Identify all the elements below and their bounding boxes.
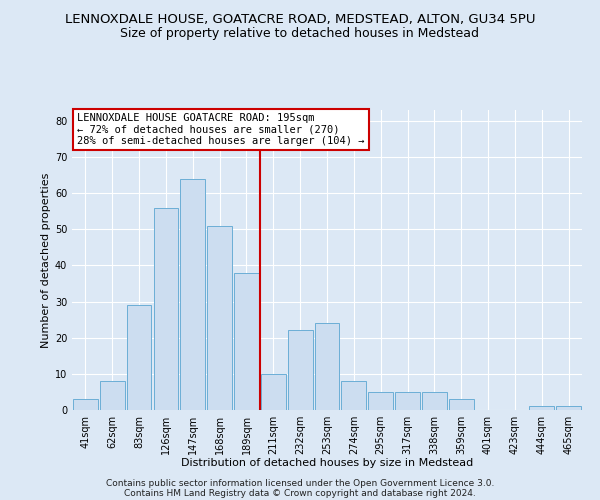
Y-axis label: Number of detached properties: Number of detached properties [41,172,50,348]
Bar [422,392,447,410]
Bar [181,178,205,410]
Bar [234,272,259,410]
Bar [341,381,366,410]
Bar [100,381,125,410]
Bar [314,324,340,410]
Bar [449,399,473,410]
Text: LENNOXDALE HOUSE GOATACRE ROAD: 195sqm
← 72% of detached houses are smaller (270: LENNOXDALE HOUSE GOATACRE ROAD: 195sqm ←… [77,113,365,146]
Text: LENNOXDALE HOUSE, GOATACRE ROAD, MEDSTEAD, ALTON, GU34 5PU: LENNOXDALE HOUSE, GOATACRE ROAD, MEDSTEA… [65,12,535,26]
Bar [556,406,581,410]
Bar [288,330,313,410]
Text: Contains HM Land Registry data © Crown copyright and database right 2024.: Contains HM Land Registry data © Crown c… [124,488,476,498]
X-axis label: Distribution of detached houses by size in Medstead: Distribution of detached houses by size … [181,458,473,468]
Bar [529,406,554,410]
Text: Size of property relative to detached houses in Medstead: Size of property relative to detached ho… [121,28,479,40]
Bar [395,392,420,410]
Bar [73,399,98,410]
Bar [127,305,151,410]
Bar [154,208,178,410]
Bar [261,374,286,410]
Bar [207,226,232,410]
Text: Contains public sector information licensed under the Open Government Licence 3.: Contains public sector information licen… [106,478,494,488]
Bar [368,392,393,410]
